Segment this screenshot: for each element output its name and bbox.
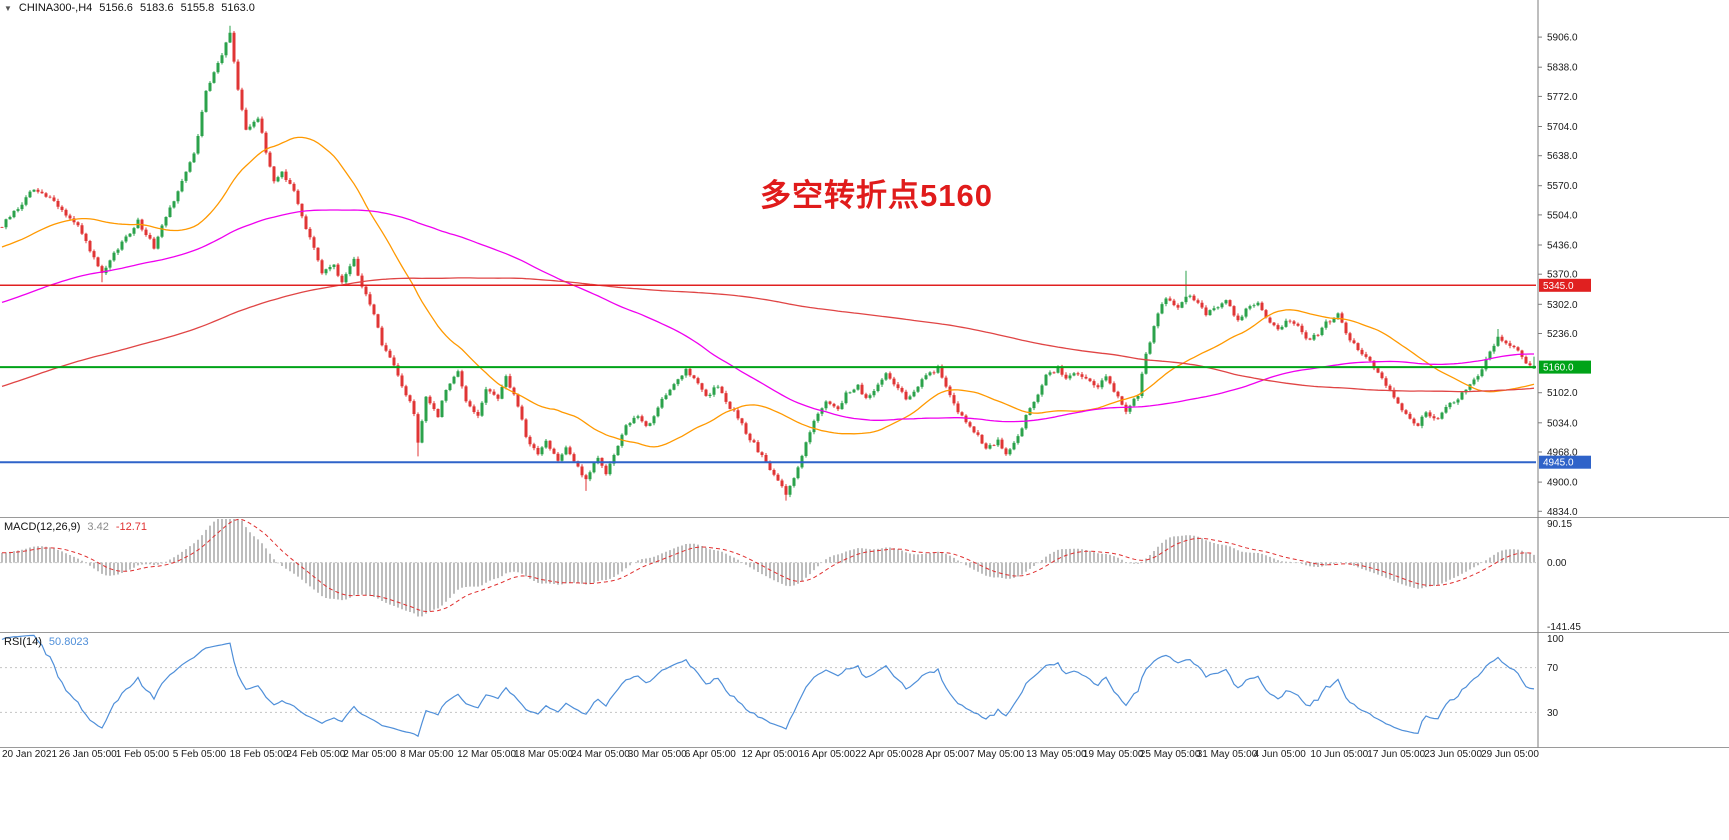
macd-main-value: 3.42	[87, 521, 109, 533]
ohlc-high: 5183.6	[139, 2, 174, 14]
macd-axis-label: -141.45	[1547, 622, 1581, 633]
time-axis-label: 6 Apr 05:00	[685, 749, 737, 760]
rsi-value: 50.8023	[48, 636, 89, 648]
symbol-period-label: CHINA300-,H4	[18, 2, 93, 14]
time-axis-label: 22 Apr 05:00	[855, 749, 912, 760]
time-axis-label: 4 Jun 05:00	[1254, 749, 1307, 760]
chart-header: ▼ CHINA300-,H4 5156.6 5183.6 5155.8 5163…	[4, 2, 255, 14]
price-axis-label: 5638.0	[1547, 151, 1578, 162]
time-axis-label: 13 May 05:00	[1026, 749, 1087, 760]
time-axis-label: 28 Apr 05:00	[912, 749, 969, 760]
ohlc-open: 5156.6	[99, 2, 133, 14]
time-axis-label: 29 Jun 05:00	[1481, 749, 1539, 760]
price-axis-label: 5504.0	[1547, 210, 1578, 221]
time-axis-label: 18 Feb 05:00	[230, 749, 289, 760]
time-axis-label: 12 Mar 05:00	[457, 749, 516, 760]
moving-average-34[interactable]	[1, 136, 1535, 448]
price-axis-label: 4900.0	[1547, 478, 1578, 489]
macd-histogram	[1, 519, 1535, 617]
price-tag-5345.0: 5345.0	[1539, 278, 1591, 292]
moving-average-120[interactable]	[1, 209, 1534, 423]
price-axis-label: 5772.0	[1547, 92, 1578, 103]
time-axis-label: 10 Jun 05:00	[1310, 749, 1368, 760]
svg-text:5160.0: 5160.0	[1543, 363, 1574, 374]
time-axis-label: 16 Apr 05:00	[798, 749, 855, 760]
price-axis-label: 5906.0	[1547, 33, 1578, 44]
price-tag-4945.0: 4945.0	[1539, 455, 1591, 469]
time-axis-label: 5 Feb 05:00	[173, 749, 227, 760]
time-axis[interactable]: 20 Jan 2021 26 Jan 05:00 1 Feb 05:00 5 Feb …	[2, 749, 1539, 760]
price-axis-label: 5370.0	[1547, 270, 1578, 281]
time-axis-label: 24 Mar 05:00	[571, 749, 630, 760]
time-axis-label: 1 Feb 05:00	[116, 749, 170, 760]
rsi-axis[interactable]: 100 70 30	[1547, 634, 1564, 719]
time-axis-label: 20 Jan 2021	[2, 749, 57, 760]
down-candle-wicks	[1, 31, 1531, 501]
macd-signal-line	[1, 518, 1535, 612]
price-axis[interactable]: 5906.0 5838.0 5772.0 5704.0 5638.0 5570.0 5504…	[1538, 33, 1578, 518]
moving-average-250[interactable]	[1, 277, 1535, 393]
svg-text:5345.0: 5345.0	[1543, 281, 1574, 292]
price-axis-label: 5838.0	[1547, 63, 1578, 74]
rsi-indicator-label: RSI(14) 50.8023	[4, 636, 89, 648]
price-axis-label: 5436.0	[1547, 241, 1578, 252]
macd-name: MACD(12,26,9)	[4, 521, 81, 533]
price-axis-label: 5102.0	[1547, 388, 1578, 399]
price-axis-label: 4968.0	[1547, 448, 1578, 459]
macd-axis-label: 0.00	[1547, 558, 1567, 569]
svg-text:4945.0: 4945.0	[1543, 458, 1574, 469]
time-axis-label: 12 Apr 05:00	[742, 749, 799, 760]
rsi-axis-label: 70	[1547, 663, 1559, 674]
time-axis-label: 24 Feb 05:00	[286, 749, 345, 760]
time-axis-label: 17 Jun 05:00	[1367, 749, 1425, 760]
macd-indicator-label: MACD(12,26,9) 3.42 -12.71	[4, 521, 147, 533]
time-axis-label: 7 May 05:00	[969, 749, 1024, 760]
price-axis-label: 4834.0	[1547, 507, 1578, 518]
ohlc-low: 5155.8	[180, 2, 215, 14]
rsi-line	[1, 634, 1535, 738]
time-axis-label: 30 Mar 05:00	[628, 749, 687, 760]
time-axis-label: 8 Mar 05:00	[400, 749, 454, 760]
price-axis-label: 5034.0	[1547, 418, 1578, 429]
up-candle-wicks	[5, 25, 1535, 498]
price-axis-label: 5704.0	[1547, 122, 1578, 133]
rsi-axis-label: 100	[1547, 634, 1564, 645]
price-axis-label: 5570.0	[1547, 181, 1578, 192]
ohlc-close: 5163.0	[221, 2, 255, 14]
time-axis-label: 23 Jun 05:00	[1424, 749, 1482, 760]
time-axis-label: 2 Mar 05:00	[343, 749, 397, 760]
price-axis-label: 5236.0	[1547, 329, 1578, 340]
price-tag-5160.0: 5160.0	[1539, 360, 1591, 374]
time-axis-label: 18 Mar 05:00	[514, 749, 573, 760]
price-axis-label: 5302.0	[1547, 300, 1578, 311]
time-axis-label: 25 May 05:00	[1140, 749, 1201, 760]
time-axis-label: 26 Jan 05:00	[59, 749, 117, 760]
up-candle-bodies	[4, 32, 1536, 495]
macd-axis-label: 90.15	[1547, 519, 1572, 530]
time-axis-label: 31 May 05:00	[1197, 749, 1258, 760]
candles-layer[interactable]	[0, 25, 1536, 501]
macd-axis[interactable]: 90.15 0.00 -141.45	[1547, 519, 1581, 633]
down-candle-bodies	[0, 32, 1532, 495]
rsi-name: RSI(14)	[4, 636, 42, 648]
macd-signal-value: -12.71	[115, 521, 148, 533]
symbol-dropdown-icon[interactable]: ▼	[4, 3, 12, 13]
rsi-axis-label: 30	[1547, 708, 1559, 719]
time-axis-label: 19 May 05:00	[1083, 749, 1144, 760]
annotation-text: 多空转折点5160	[760, 178, 993, 213]
